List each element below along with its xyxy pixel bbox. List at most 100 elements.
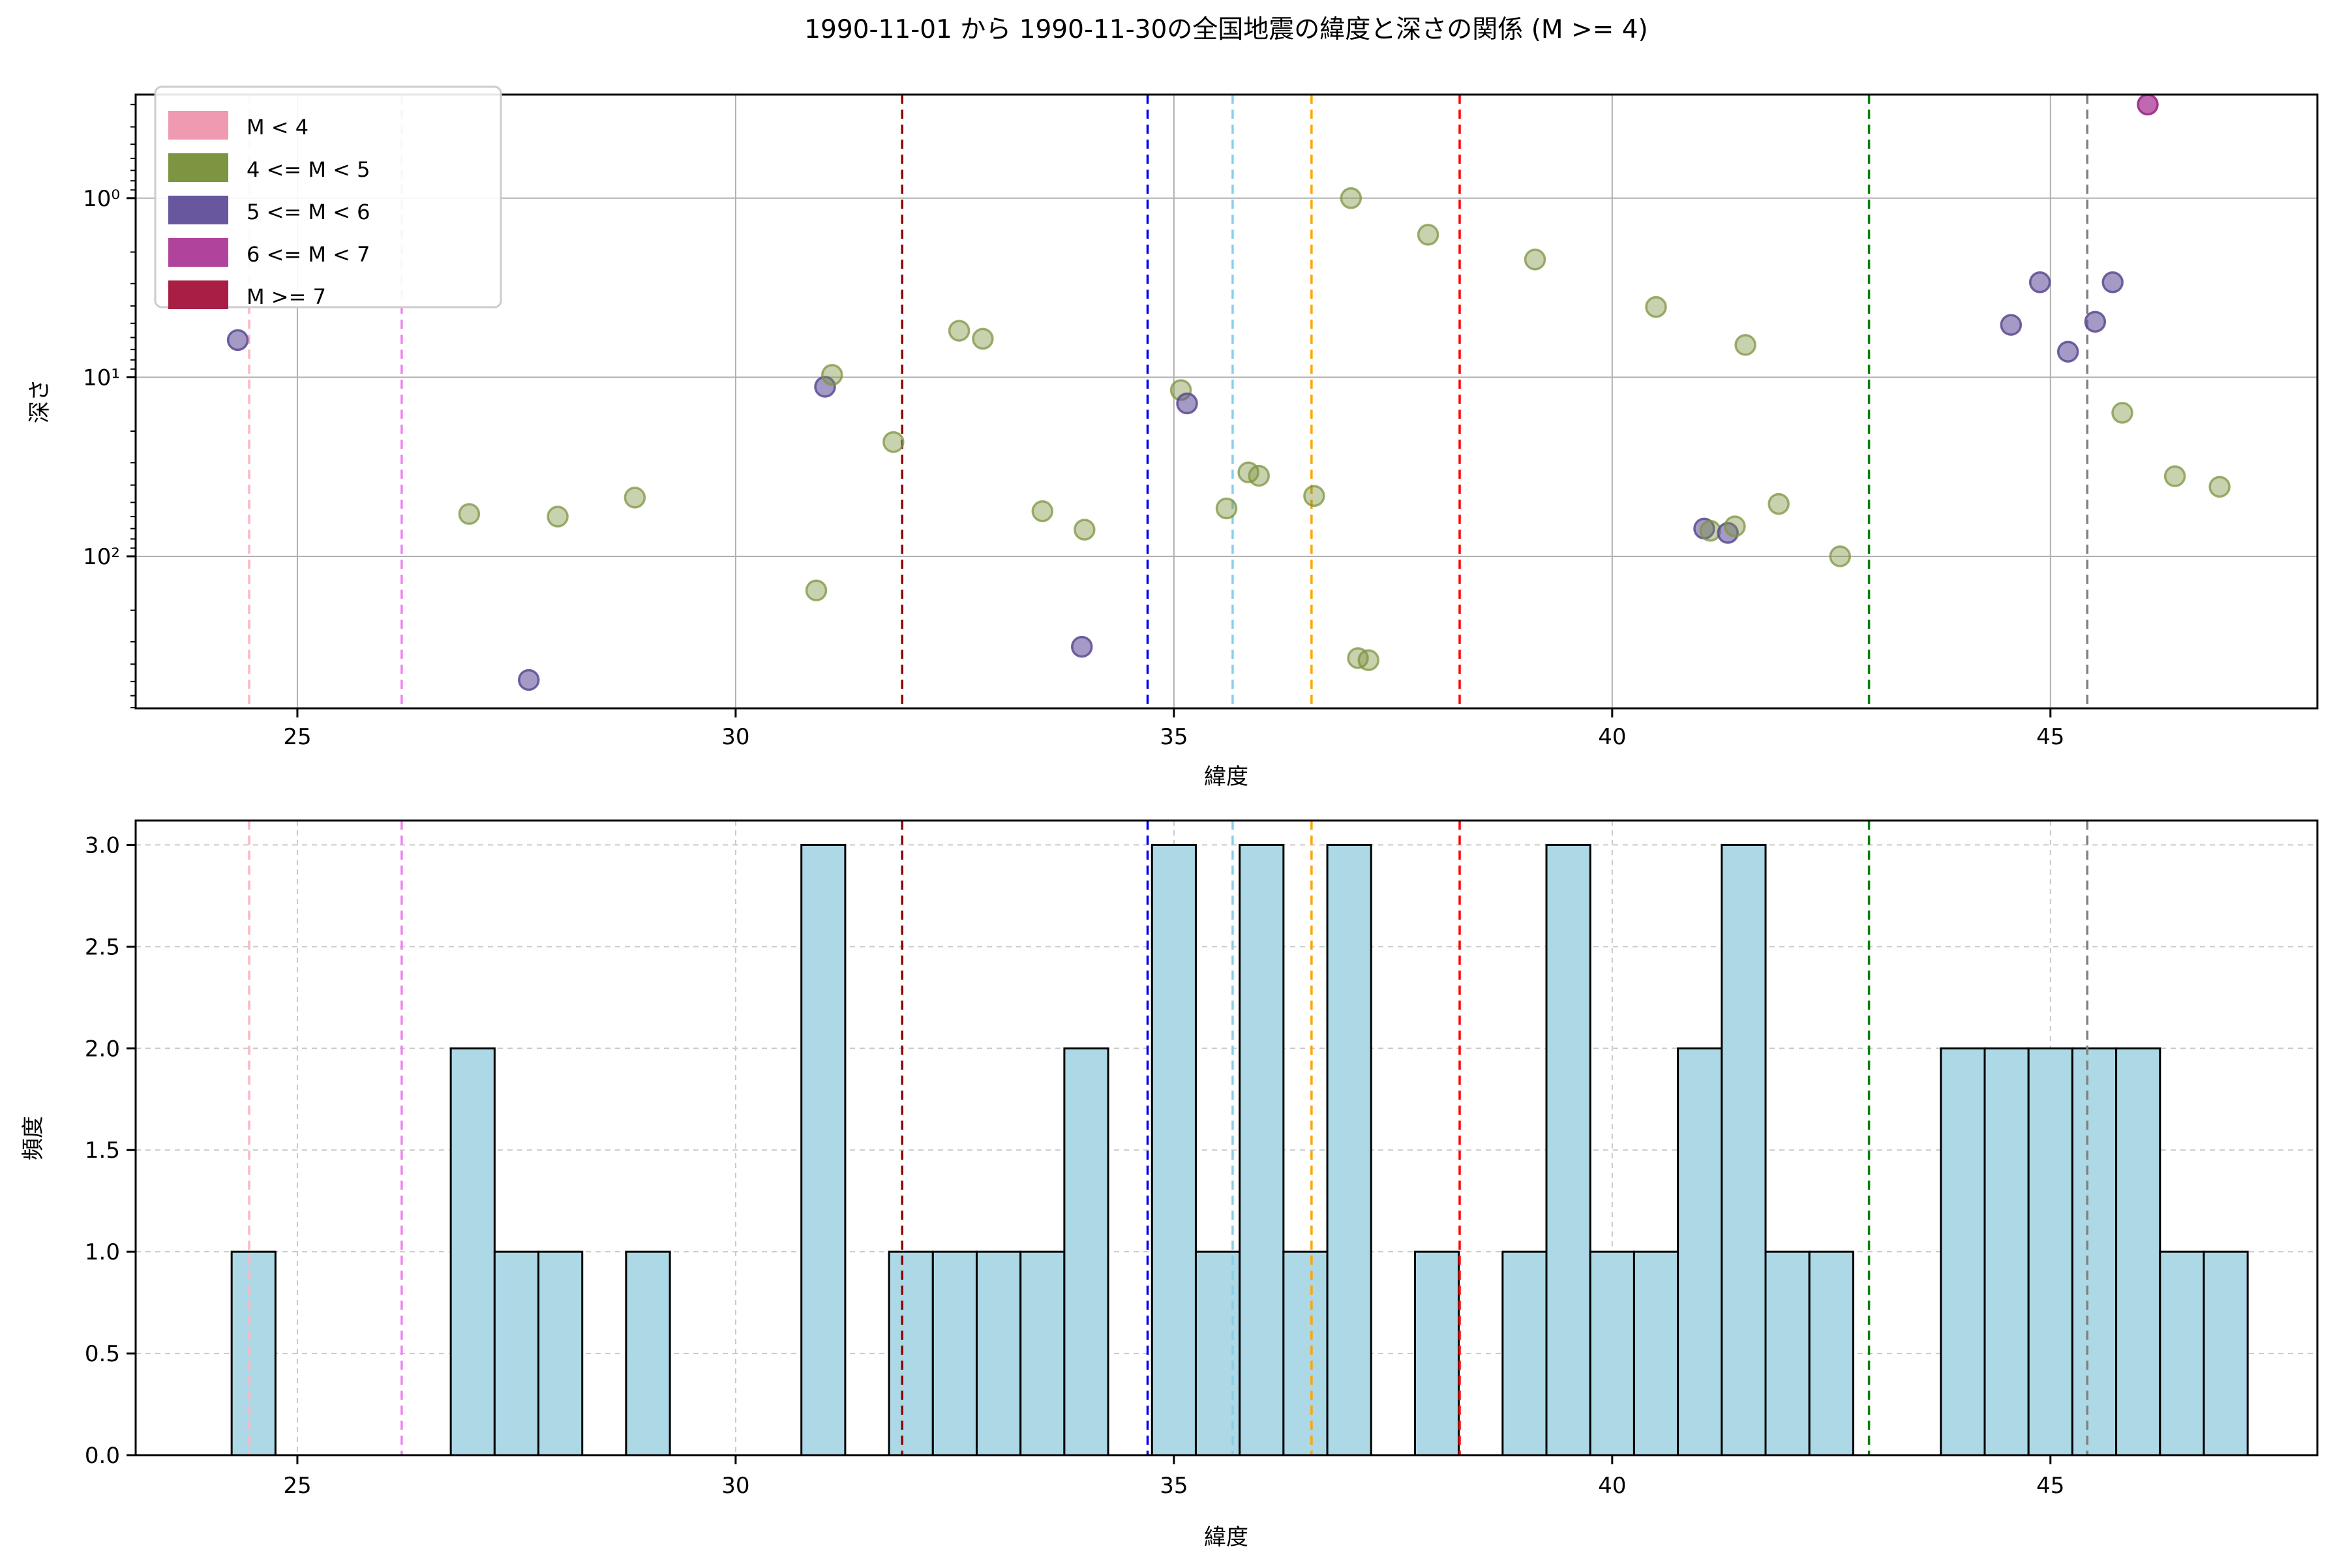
scatter-point xyxy=(1724,515,1746,537)
histogram-bar xyxy=(1545,843,1591,1456)
histogram-bar xyxy=(1940,1047,1986,1456)
legend-label: M < 4 xyxy=(247,115,309,140)
scatter-point xyxy=(2137,93,2159,115)
scatter-point xyxy=(2208,475,2231,498)
scatter-point xyxy=(2111,402,2133,424)
scatter-xlabel: 緯度 xyxy=(1204,764,1248,790)
scatter-point xyxy=(2101,271,2124,294)
histogram-bar xyxy=(537,1250,584,1456)
scatter-point xyxy=(1734,334,1756,356)
histogram-ylabel: 頻度 xyxy=(20,1116,46,1160)
y-tick-label: 2.5 xyxy=(85,934,120,960)
histogram-region-vlines xyxy=(248,821,2088,1455)
scatter-point xyxy=(2000,314,2023,336)
y-tick-label: 0.0 xyxy=(85,1443,120,1469)
histogram-bar xyxy=(1764,1250,1811,1456)
histogram-bars xyxy=(230,843,2249,1456)
scatter-point xyxy=(882,430,905,453)
scatter-point xyxy=(1215,497,1238,520)
scatter-point xyxy=(2056,340,2079,363)
histogram-bar xyxy=(1721,843,1767,1456)
histogram-bar xyxy=(493,1250,540,1456)
histogram-bar xyxy=(449,1047,496,1456)
legend-swatch xyxy=(168,196,228,224)
legend-box xyxy=(154,85,502,309)
scatter-plot-border xyxy=(134,93,2319,710)
scatter-point xyxy=(1176,392,1198,415)
scatter-point xyxy=(1303,485,1325,507)
histogram-bar xyxy=(230,1250,277,1456)
scatter-points xyxy=(226,93,2231,691)
legend-label: 6 <= M < 7 xyxy=(247,242,370,267)
histogram-bar xyxy=(975,1250,1022,1456)
y-tick-label: 1.0 xyxy=(85,1239,120,1265)
scatter-point xyxy=(517,669,540,691)
scatter-point xyxy=(1357,649,1379,671)
legend-swatch xyxy=(168,280,228,309)
y-tick-label: 10⁰ xyxy=(83,186,120,212)
histogram-bar xyxy=(2027,1047,2073,1456)
histogram-bar xyxy=(1063,1047,1109,1456)
x-tick-label: 25 xyxy=(283,724,311,750)
y-tick-label: 1.5 xyxy=(85,1138,120,1164)
scatter-point xyxy=(1074,519,1096,541)
histogram-bar xyxy=(2159,1250,2205,1456)
x-tick-label: 45 xyxy=(2036,1473,2064,1499)
histogram-bar xyxy=(1019,1250,1066,1456)
scatter-point xyxy=(624,487,646,509)
histogram-bar xyxy=(1589,1250,1635,1456)
scatter-point xyxy=(1768,492,1790,515)
x-tick-label: 30 xyxy=(721,724,749,750)
histogram-bar xyxy=(1326,843,1372,1456)
x-tick-label: 30 xyxy=(721,1473,749,1499)
scatter-point xyxy=(226,329,249,352)
magnitude-legend: M < 4 4 <= M < 5 5 <= M < 6 6 <= M < 7 M >= … xyxy=(154,85,502,309)
scatter-point xyxy=(948,320,971,342)
histogram-bar xyxy=(1677,1047,1723,1456)
histogram-ticks: 25 30 35 40 45 0.0 0.5 1.0 1.5 2.0 2.5 3.0 xyxy=(85,832,2064,1499)
scatter-point xyxy=(547,505,569,528)
scatter-point xyxy=(820,363,843,386)
histogram-bar xyxy=(2203,1250,2249,1456)
histogram-plot-border xyxy=(134,819,2319,1456)
x-tick-label: 35 xyxy=(1160,1473,1188,1499)
y-tick-label: 10² xyxy=(83,544,120,570)
scatter-point xyxy=(2028,271,2051,294)
x-tick-label: 35 xyxy=(1160,724,1188,750)
histogram-bar xyxy=(1282,1250,1329,1456)
legend-swatch xyxy=(168,238,228,267)
histogram-bar xyxy=(888,1250,934,1456)
y-tick-label: 2.0 xyxy=(85,1036,120,1062)
scatter-ylabel: 深さ xyxy=(27,379,53,423)
legend-label: M >= 7 xyxy=(247,284,326,309)
histogram-bar xyxy=(1239,843,1285,1456)
histogram-bar xyxy=(931,1250,978,1456)
histogram-bar xyxy=(1151,843,1197,1456)
legend-label: 4 <= M < 5 xyxy=(247,157,370,182)
scatter-point xyxy=(1829,545,1851,567)
scatter-point xyxy=(1031,500,1054,522)
scatter-point xyxy=(1645,295,1667,318)
figure-title: 1990-11-01 から 1990-11-30の全国地震の緯度と深さの関係 (… xyxy=(804,15,1648,44)
histogram-bar xyxy=(1633,1250,1679,1456)
scatter-point xyxy=(814,376,836,398)
histogram-bar xyxy=(1983,1047,2030,1456)
histogram-bar xyxy=(2071,1047,2118,1456)
histogram-bar xyxy=(625,1250,671,1456)
scatter-point xyxy=(1340,187,1362,209)
histogram-bar xyxy=(1413,1250,1460,1456)
scatter-region-vlines xyxy=(248,95,2088,708)
scatter-point xyxy=(1248,464,1270,487)
histogram-bar xyxy=(1808,1250,1854,1456)
scatter-axes: 25 30 35 40 45 10⁰ 10¹ 10² 緯度 深さ M < 4 4 <= M < … xyxy=(27,85,2319,790)
x-tick-label: 40 xyxy=(1598,1473,1626,1499)
scatter-point xyxy=(2163,465,2186,487)
x-tick-label: 25 xyxy=(283,1473,311,1499)
scatter-point xyxy=(805,579,828,601)
scatter-point xyxy=(972,327,994,350)
scatter-point xyxy=(1071,635,1093,658)
scatter-point xyxy=(2084,310,2107,333)
scatter-ticks: 25 30 35 40 45 10⁰ 10¹ 10² xyxy=(83,104,2064,750)
y-tick-label: 3.0 xyxy=(85,832,120,858)
